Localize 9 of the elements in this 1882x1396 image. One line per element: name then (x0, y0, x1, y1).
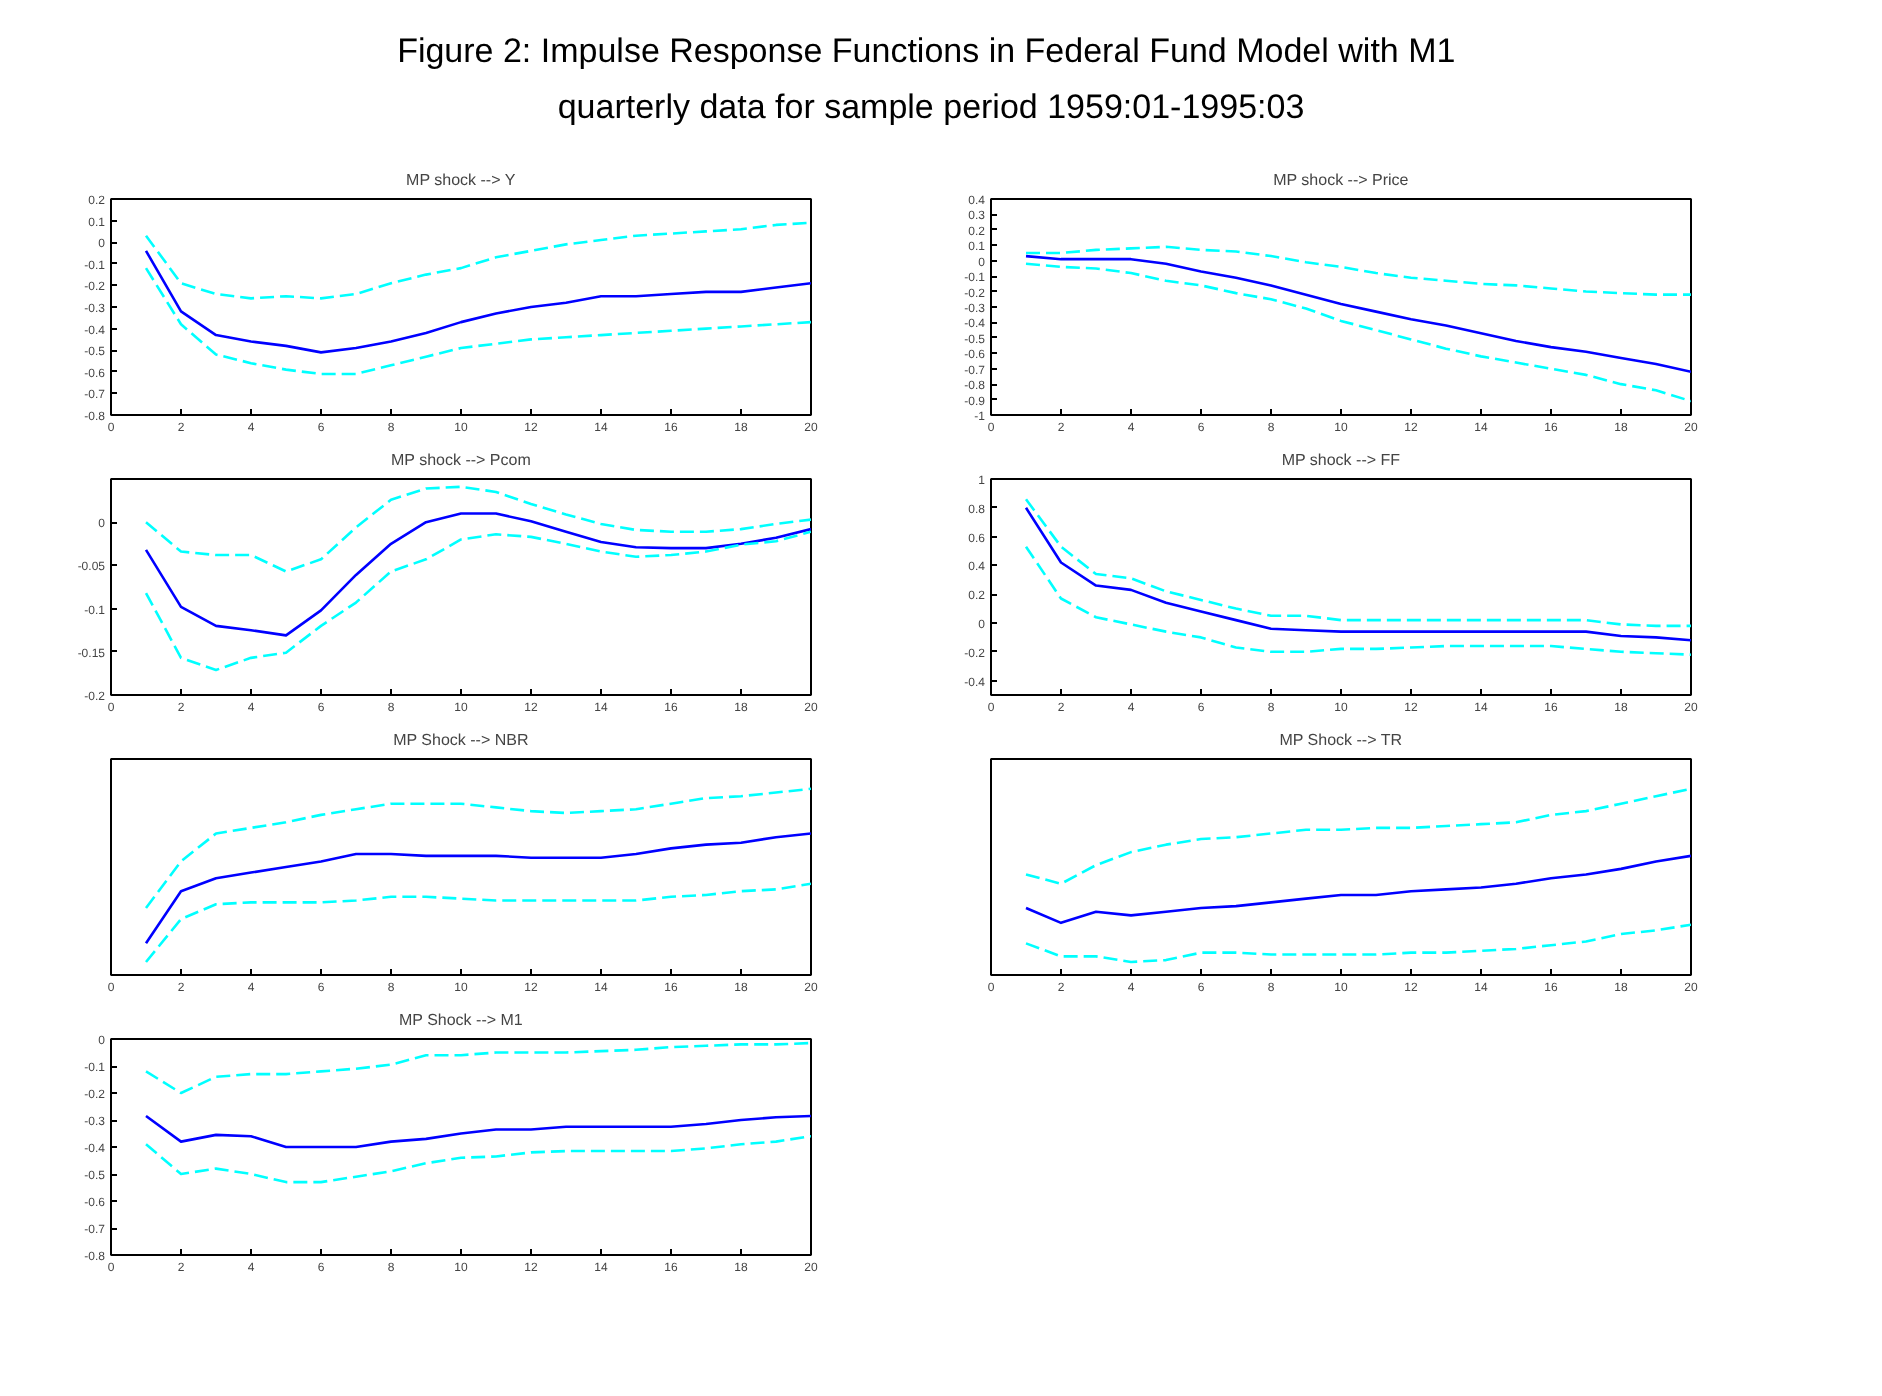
chart-title: MP shock --> FF (1281, 451, 1401, 469)
chart-title: MP shock --> Pcom (390, 451, 532, 469)
chart-title: MP shock --> Y (406, 171, 517, 189)
text: Figure 2: Impulse Response Functions in Federal Fund Model with M1 (397, 31, 1456, 70)
chart-title: MP shock --> Price (1273, 171, 1410, 189)
chart-title: MP Shock --> TR (1279, 731, 1403, 749)
chart-title: MP Shock --> M1 (398, 1011, 524, 1029)
text: quarterly data for sample period 1959:01-1995:03 (557, 88, 1305, 127)
chart-title: MP Shock --> NBR (393, 731, 529, 749)
